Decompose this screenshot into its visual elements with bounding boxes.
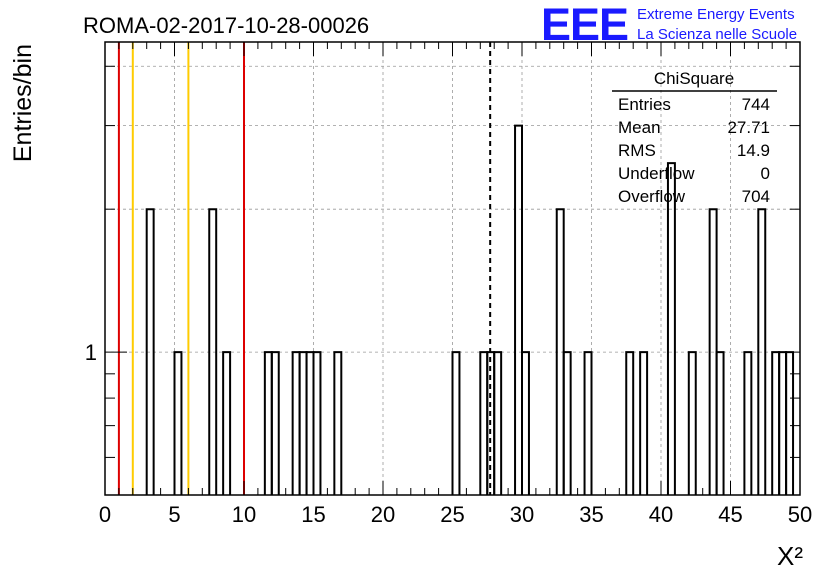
run-title: ROMA-02-2017-10-28-00026 <box>83 13 369 38</box>
stats-value: 27.71 <box>727 118 770 137</box>
y-axis-label: Entries/bin <box>9 44 37 162</box>
histogram-bin <box>778 351 788 495</box>
stats-label: Underflow <box>618 164 695 183</box>
histogram-bin <box>208 208 218 495</box>
logo-mark: EEE <box>541 0 628 50</box>
histogram-bin <box>451 351 461 495</box>
x-axis-label: X² <box>777 541 803 571</box>
histogram-bin <box>291 351 301 495</box>
y-tick-label: 1 <box>85 340 97 365</box>
stats-value: 704 <box>742 187 770 206</box>
histogram-bin <box>479 351 489 495</box>
histogram-bin <box>312 351 322 495</box>
histogram-bin <box>562 351 572 495</box>
stats-title: ChiSquare <box>654 69 734 88</box>
stats-value: 744 <box>742 95 770 114</box>
histogram-bin <box>145 208 155 495</box>
histogram-bin <box>270 351 280 495</box>
histogram-series <box>145 124 795 495</box>
histogram-bin <box>493 351 503 495</box>
stats-label: RMS <box>618 141 656 160</box>
logo-line-2: La Scienza nelle Scuole <box>637 26 797 43</box>
x-tick-label: 30 <box>510 502 534 527</box>
histogram-bin <box>639 351 649 495</box>
stats-box: ChiSquare Entries 744 Mean 27.71 RMS 14.9 Unde… <box>612 69 777 206</box>
x-tick-label: 10 <box>232 502 256 527</box>
histogram-bin <box>305 351 315 495</box>
histogram-bin <box>263 351 273 495</box>
x-tick-label: 0 <box>99 502 111 527</box>
stats-value: 14.9 <box>737 141 770 160</box>
axis-ticks <box>104 42 801 495</box>
stats-value: 0 <box>761 164 770 183</box>
x-tick-label: 40 <box>649 502 673 527</box>
x-tick-label: 35 <box>579 502 603 527</box>
histogram-bin <box>743 351 753 495</box>
eee-logo: EEE Extreme Energy Events La Scienza nel… <box>541 0 797 50</box>
histogram-bin <box>715 351 725 495</box>
x-tick-label: 20 <box>371 502 395 527</box>
histogram-bin <box>333 351 343 495</box>
histogram-bin <box>514 124 523 495</box>
x-tick-label: 50 <box>788 502 812 527</box>
x-tick-label: 5 <box>168 502 180 527</box>
histogram-bin <box>173 351 183 495</box>
stats-label: Entries <box>618 95 671 114</box>
histogram-bin <box>757 208 767 495</box>
grid-lines <box>105 42 800 495</box>
histogram-bin <box>222 351 232 495</box>
histogram-bin <box>666 162 676 495</box>
x-tick-label: 15 <box>301 502 325 527</box>
x-tick-labels: 0 5 10 15 20 25 30 35 40 45 50 <box>99 502 812 527</box>
stats-rows: Entries 744 Mean 27.71 RMS 14.9 Underflow 0 Over… <box>618 95 770 206</box>
histogram-bin <box>687 351 697 495</box>
histogram-bin <box>583 351 593 495</box>
logo-line-1: Extreme Energy Events <box>637 6 795 23</box>
stats-label: Mean <box>618 118 661 137</box>
reference-lines <box>117 42 492 495</box>
y-tick-labels: 1 <box>85 340 97 365</box>
x-tick-label: 25 <box>440 502 464 527</box>
histogram-bin <box>771 351 781 495</box>
histogram-bin <box>298 351 308 495</box>
histogram-bin <box>521 351 530 495</box>
stats-label: Overflow <box>618 187 686 206</box>
histogram-bin <box>625 351 635 495</box>
x-tick-label: 45 <box>718 502 742 527</box>
